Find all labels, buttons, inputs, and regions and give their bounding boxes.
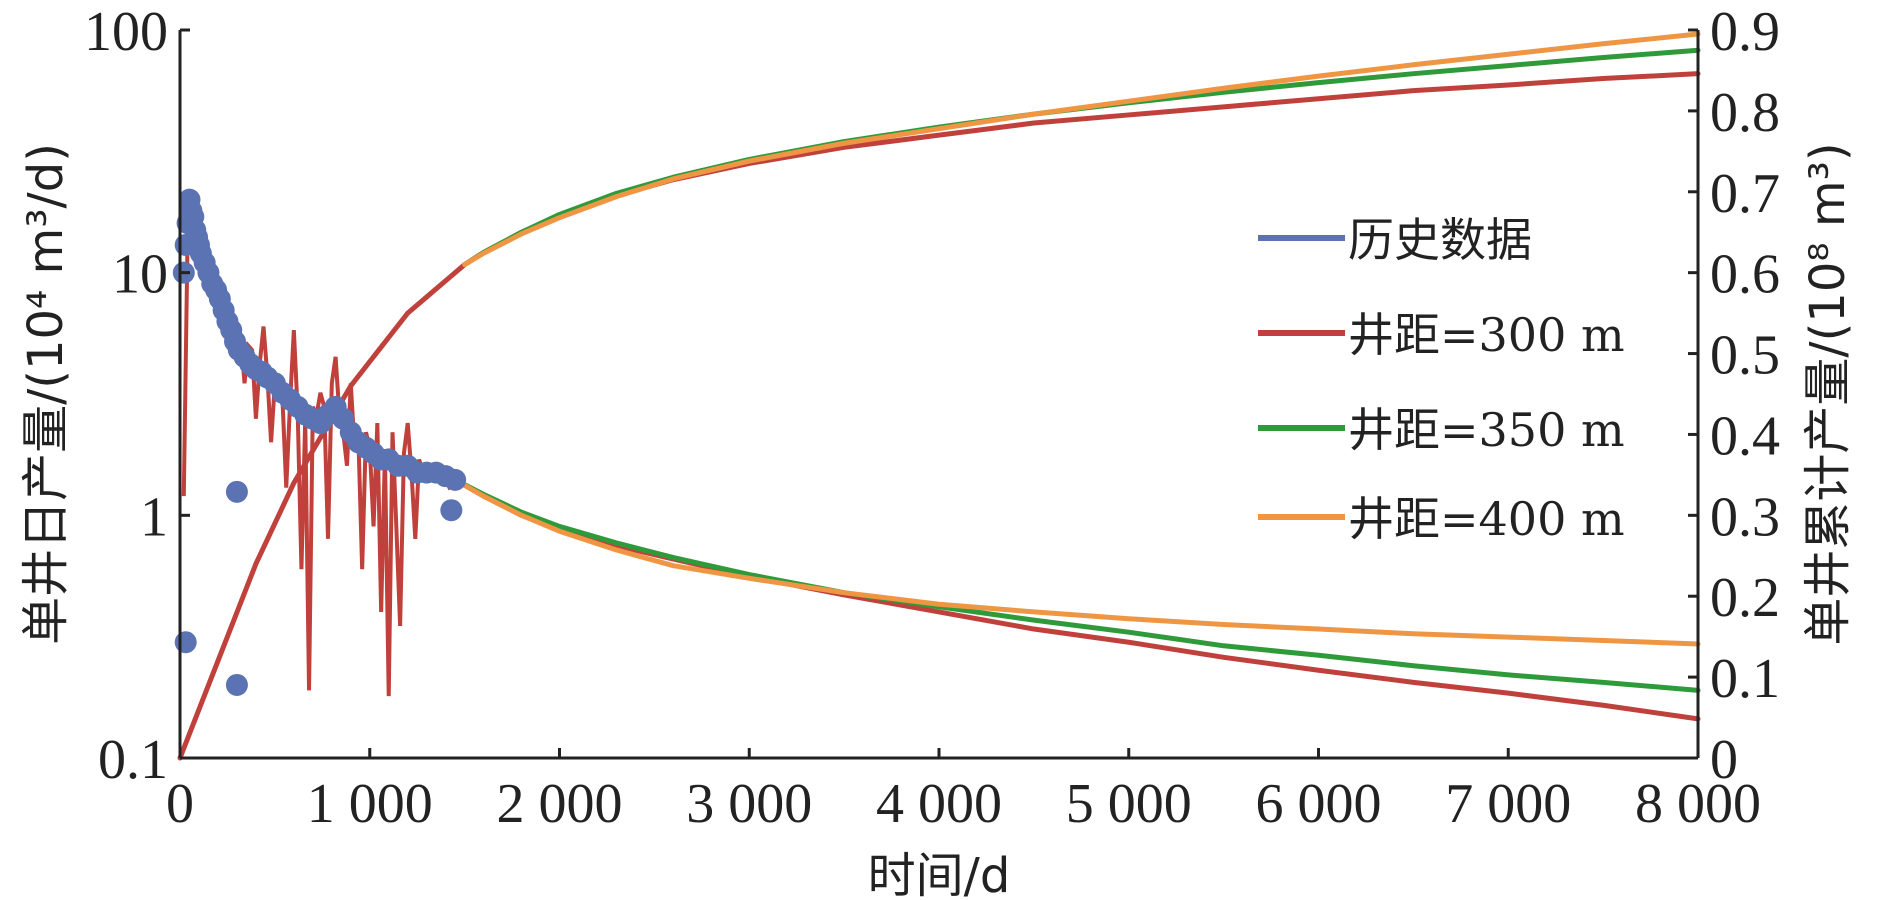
series-line-daily_forecast-2 — [452, 477, 1701, 647]
y-right-tick-label: 0.4 — [1710, 405, 1780, 467]
history-point — [225, 480, 248, 503]
y-right-tick-label: 0.8 — [1710, 82, 1780, 144]
y-right-tick-label: 0.9 — [1710, 1, 1780, 63]
x-axis-title: 时间/d — [868, 848, 1011, 900]
plot-area — [172, 31, 1701, 761]
y-left-tick-label: 100 — [84, 1, 168, 63]
legend: 历史数据 井距=300 m 井距=350 m 井距=400 m — [1258, 213, 1625, 546]
x-tick-label: 0 — [166, 773, 194, 835]
y-left-tick-label: 10 — [112, 244, 168, 306]
history-point — [440, 499, 463, 522]
y-right-tick-label: 0.2 — [1710, 567, 1780, 629]
y-left-ticks: 0.1 1 10 100 — [84, 1, 190, 791]
x-ticks: 0 1 000 2 000 3 000 4 000 5 000 6 000 7 000 8 00… — [166, 748, 1761, 835]
y-right-axis-title: 单井累计产量/(10⁸ m³) — [1800, 142, 1856, 645]
series-line-cumulative-5 — [462, 31, 1701, 268]
legend-label-300m: 井距=300 m — [1348, 308, 1625, 362]
y-left-tick-label: 0.1 — [98, 729, 168, 791]
x-tick-label: 7 000 — [1445, 773, 1571, 835]
y-right-tick-label: 0.5 — [1710, 325, 1780, 387]
x-tick-label: 8 000 — [1635, 773, 1761, 835]
legend-label-400m: 井距=400 m — [1348, 492, 1625, 546]
history-point — [444, 468, 467, 491]
y-right-ticks: 0 0.1 0.2 0.3 0.4 0.5 0.6 0.7 0.8 0.9 — [1688, 1, 1780, 791]
x-tick-label: 3 000 — [686, 773, 812, 835]
y-right-tick-label: 0.6 — [1710, 244, 1780, 306]
x-tick-label: 6 000 — [1256, 773, 1382, 835]
legend-label-350m: 井距=350 m — [1348, 403, 1625, 457]
history-point — [174, 631, 197, 654]
x-tick-label: 2 000 — [497, 773, 623, 835]
x-tick-label: 4 000 — [876, 773, 1002, 835]
y-left-tick-label: 1 — [140, 486, 168, 548]
x-tick-label: 5 000 — [1066, 773, 1192, 835]
y-right-tick-label: 0.3 — [1710, 486, 1780, 548]
y-right-tick-label: 0.1 — [1710, 648, 1780, 710]
y-left-axis-title: 单井日产量/(10⁴ m³/d) — [18, 143, 74, 645]
axes — [178, 30, 1700, 760]
x-tick-label: 1 000 — [307, 773, 433, 835]
y-right-tick-label: 0 — [1710, 729, 1738, 791]
legend-label-history: 历史数据 — [1348, 213, 1532, 267]
history-point — [225, 673, 248, 696]
y-right-tick-label: 0.7 — [1710, 163, 1780, 225]
